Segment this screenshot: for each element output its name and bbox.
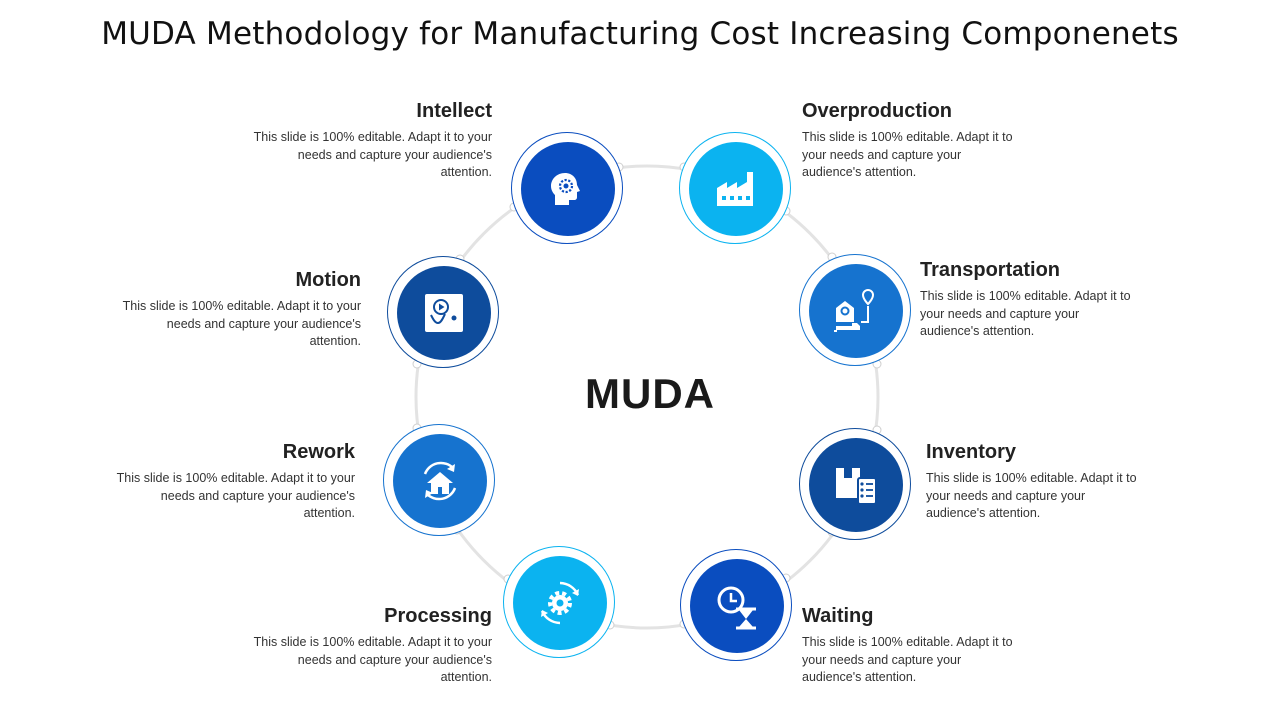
label-intellect: Intellect This slide is 100% editable. A… [252, 100, 492, 182]
inventory-node[interactable] [799, 428, 911, 540]
item-title: Waiting [802, 605, 874, 627]
label-processing: Processing This slide is 100% editable. … [252, 605, 492, 687]
item-desc: This slide is 100% editable. Adapt it to… [253, 130, 492, 179]
gear-cycle-icon [540, 581, 580, 625]
item-desc: This slide is 100% editable. Adapt it to… [116, 471, 355, 520]
factory-icon [717, 172, 753, 206]
item-title: Motion [295, 269, 361, 291]
item-desc: This slide is 100% editable. Adapt it to… [802, 130, 1013, 179]
overproduction-node[interactable] [679, 132, 791, 244]
home-refresh-icon [423, 461, 457, 501]
label-motion: Motion This slide is 100% editable. Adap… [121, 269, 361, 351]
label-overproduction: Overproduction This slide is 100% editab… [802, 100, 1020, 182]
item-title: Intellect [416, 100, 492, 122]
waiting-node[interactable] [680, 549, 792, 661]
item-title: Processing [384, 605, 492, 627]
clock-hourglass-icon [717, 586, 756, 630]
motion-node[interactable] [387, 256, 499, 368]
processing-node[interactable] [503, 546, 615, 658]
intellect-node[interactable] [511, 132, 623, 244]
item-desc: This slide is 100% editable. Adapt it to… [926, 471, 1137, 520]
label-waiting: Waiting This slide is 100% editable. Ada… [802, 605, 1020, 687]
rework-node[interactable] [383, 424, 495, 536]
item-desc: This slide is 100% editable. Adapt it to… [920, 289, 1131, 338]
item-title: Rework [282, 441, 355, 463]
item-title: Overproduction [802, 100, 953, 122]
item-desc: This slide is 100% editable. Adapt it to… [802, 635, 1013, 684]
label-transportation: Transportation This slide is 100% editab… [920, 259, 1138, 341]
route-icon [834, 288, 875, 332]
item-desc: This slide is 100% editable. Adapt it to… [122, 299, 361, 348]
item-title: Transportation [920, 259, 1061, 281]
motion-play-icon [425, 294, 463, 332]
item-title: Inventory [926, 441, 1017, 463]
label-inventory: Inventory This slide is 100% editable. A… [926, 441, 1144, 523]
head-gear-icon [551, 173, 580, 205]
inventory-box-icon [836, 468, 877, 505]
center-label: MUDA [585, 370, 715, 417]
label-rework: Rework This slide is 100% editable. Adap… [115, 441, 355, 523]
item-desc: This slide is 100% editable. Adapt it to… [253, 635, 492, 684]
transportation-node[interactable] [799, 254, 911, 366]
slide-title: MUDA Methodology for Manufacturing Cost … [101, 16, 1179, 52]
